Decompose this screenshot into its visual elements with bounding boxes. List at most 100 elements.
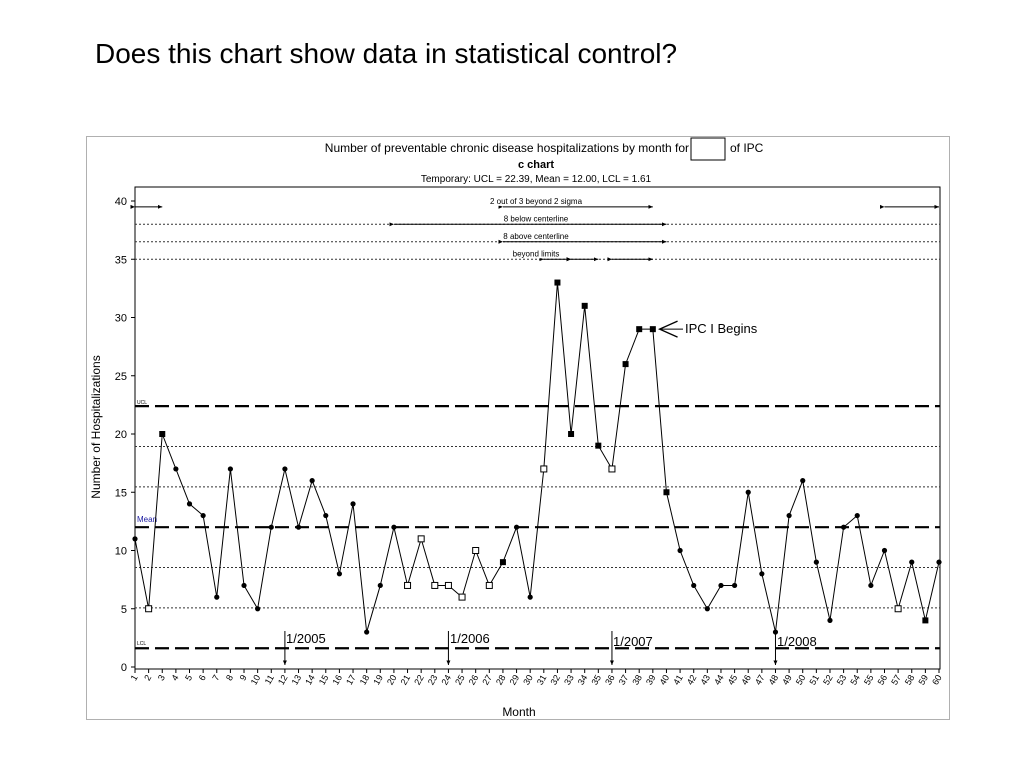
data-point [691, 582, 697, 589]
x-tick-label: 51 [807, 673, 821, 687]
x-tick-label: 58 [903, 673, 917, 687]
data-point [309, 478, 315, 484]
x-tick-label: 24 [439, 673, 453, 687]
x-tick-label: 6 [197, 673, 208, 682]
x-tick-label: 49 [780, 673, 794, 687]
x-tick-label: 13 [290, 673, 304, 687]
lcl-label: LCL [137, 641, 146, 647]
rule-label-bg [488, 196, 584, 206]
date-label-2006: 1/2006 [450, 631, 490, 646]
ipc-begins-arrowhead [657, 320, 678, 338]
x-tick-label: 8 [224, 673, 235, 682]
x-tick-label: 14 [303, 673, 317, 687]
ipc-begins-label: IPC I Begins [685, 321, 758, 336]
y-tick-label: 0 [121, 662, 127, 674]
x-tick-label: 22 [412, 673, 426, 687]
data-point [677, 547, 683, 554]
x-tick-label: 37 [617, 673, 631, 687]
x-tick-label: 38 [630, 673, 644, 687]
x-tick-label: 55 [862, 673, 876, 687]
x-tick-label: 31 [535, 673, 549, 687]
x-tick-label: 36 [603, 673, 617, 687]
data-point [800, 478, 806, 484]
x-tick-label: 27 [480, 673, 494, 687]
data-point [159, 431, 166, 437]
data-point [581, 302, 588, 309]
data-point [745, 489, 751, 495]
date-label-2005: 1/2005 [286, 631, 326, 646]
data-point [336, 571, 343, 577]
y-tick-label: 20 [115, 429, 127, 441]
x-tick-label: 2 [142, 673, 153, 682]
y-tick-label: 15 [115, 487, 127, 499]
x-tick-label: 28 [494, 673, 508, 687]
data-point [827, 617, 833, 623]
date-label-2007: 1/2007 [613, 634, 653, 649]
data-point [649, 326, 656, 333]
data-point [350, 501, 356, 507]
x-tick-label: 52 [821, 673, 835, 687]
x-tick-label: 4 [169, 673, 180, 682]
data-point [841, 524, 847, 530]
rule-label-bg [511, 249, 561, 259]
x-tick-label: 15 [317, 673, 331, 687]
data-point [922, 617, 929, 624]
data-point [364, 629, 370, 635]
rule-label: 8 below centerline [504, 214, 569, 223]
x-tick-label: 29 [508, 673, 522, 687]
rule-label: 2 out of 3 beyond 2 sigma [490, 197, 583, 206]
x-tick-label: 45 [726, 673, 740, 687]
x-tick-label: 34 [576, 673, 590, 687]
data-point [608, 465, 616, 473]
x-tick-label: 57 [889, 673, 903, 687]
data-point [936, 559, 942, 565]
y-tick-label: 10 [115, 546, 127, 558]
data-point [132, 536, 138, 542]
rule-label-bg [502, 231, 571, 241]
data-point [458, 593, 466, 601]
data-point [173, 466, 179, 472]
x-tick-label: 33 [562, 673, 576, 687]
data-point [255, 606, 261, 612]
data-point [881, 547, 888, 554]
x-tick-label: 11 [263, 673, 276, 686]
x-tick-label: 21 [399, 673, 413, 687]
data-point [636, 326, 643, 333]
x-tick-label: 60 [930, 673, 944, 687]
x-tick-label: 48 [767, 673, 781, 687]
x-tick-label: 41 [671, 673, 685, 687]
x-tick-label: 3 [156, 673, 167, 682]
x-tick-label: 30 [521, 673, 535, 687]
x-tick-label: 35 [589, 673, 603, 687]
x-tick-label: 46 [739, 673, 753, 687]
x-tick-label: 25 [453, 673, 467, 687]
x-tick-label: 9 [238, 673, 249, 682]
data-point [485, 581, 493, 589]
chart-title-part2: of IPC [730, 141, 764, 155]
control-limits-text: Temporary: UCL = 22.39, Mean = 12.00, LC… [421, 174, 652, 185]
data-point [404, 581, 412, 589]
rule-label-bg [502, 214, 570, 224]
date-label-2008: 1/2008 [777, 634, 817, 649]
data-point [663, 489, 670, 496]
x-tick-label: 54 [848, 673, 862, 687]
x-tick-label: 5 [183, 673, 194, 682]
data-point [214, 594, 220, 600]
data-point [622, 361, 629, 368]
x-tick-label: 19 [371, 673, 385, 687]
chart-subtitle: c chart [518, 159, 554, 171]
data-point [718, 582, 724, 589]
x-tick-label: 1 [129, 673, 140, 682]
data-point [227, 466, 233, 472]
y-tick-label: 5 [121, 604, 127, 616]
x-tick-label: 23 [426, 673, 440, 687]
x-tick-label: 7 [210, 673, 221, 682]
ucl-label: UCL [137, 400, 147, 406]
data-point [391, 524, 397, 530]
data-point [568, 431, 575, 437]
data-point [894, 605, 902, 613]
x-tick-label: 43 [698, 673, 712, 687]
data-point [854, 512, 860, 519]
x-tick-label: 59 [916, 673, 930, 687]
data-point [186, 501, 193, 507]
